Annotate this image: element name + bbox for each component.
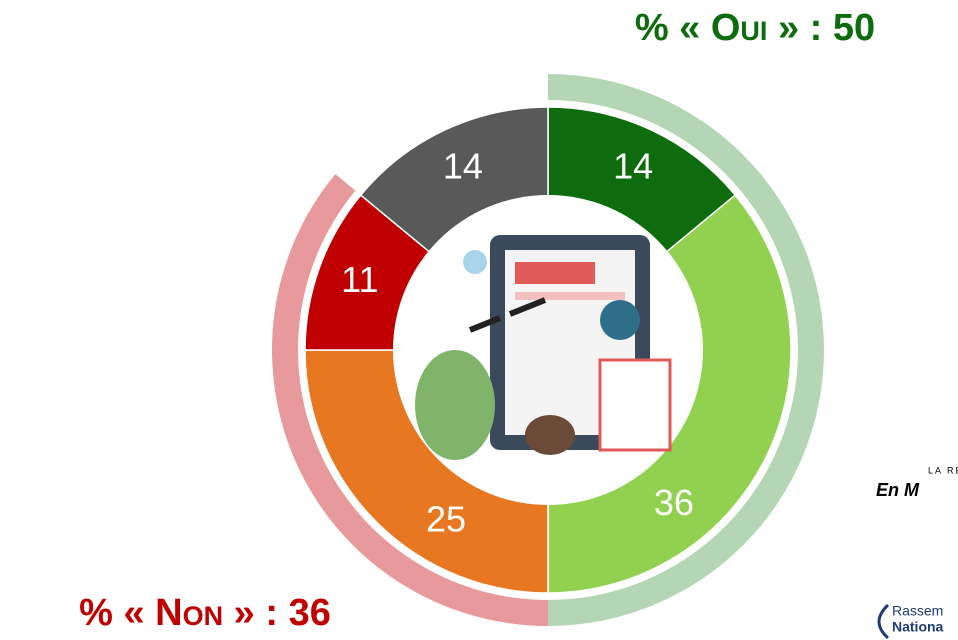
outer-arc	[272, 174, 548, 626]
data-label: 25	[426, 499, 466, 540]
data-label: 36	[654, 482, 694, 523]
logo-text: LA RE	[928, 465, 958, 475]
data-label: 14	[443, 146, 483, 187]
logo-text: En M	[876, 480, 920, 500]
non-total: % « Non » : 36	[79, 592, 331, 634]
oui-total: % « Oui » : 50	[635, 7, 875, 49]
center-illustration	[393, 195, 703, 505]
data-label: 11	[341, 259, 378, 300]
logo-text: Rassem	[892, 603, 943, 619]
data-label: 14	[613, 146, 653, 187]
logo-text: Nationa	[892, 619, 944, 635]
